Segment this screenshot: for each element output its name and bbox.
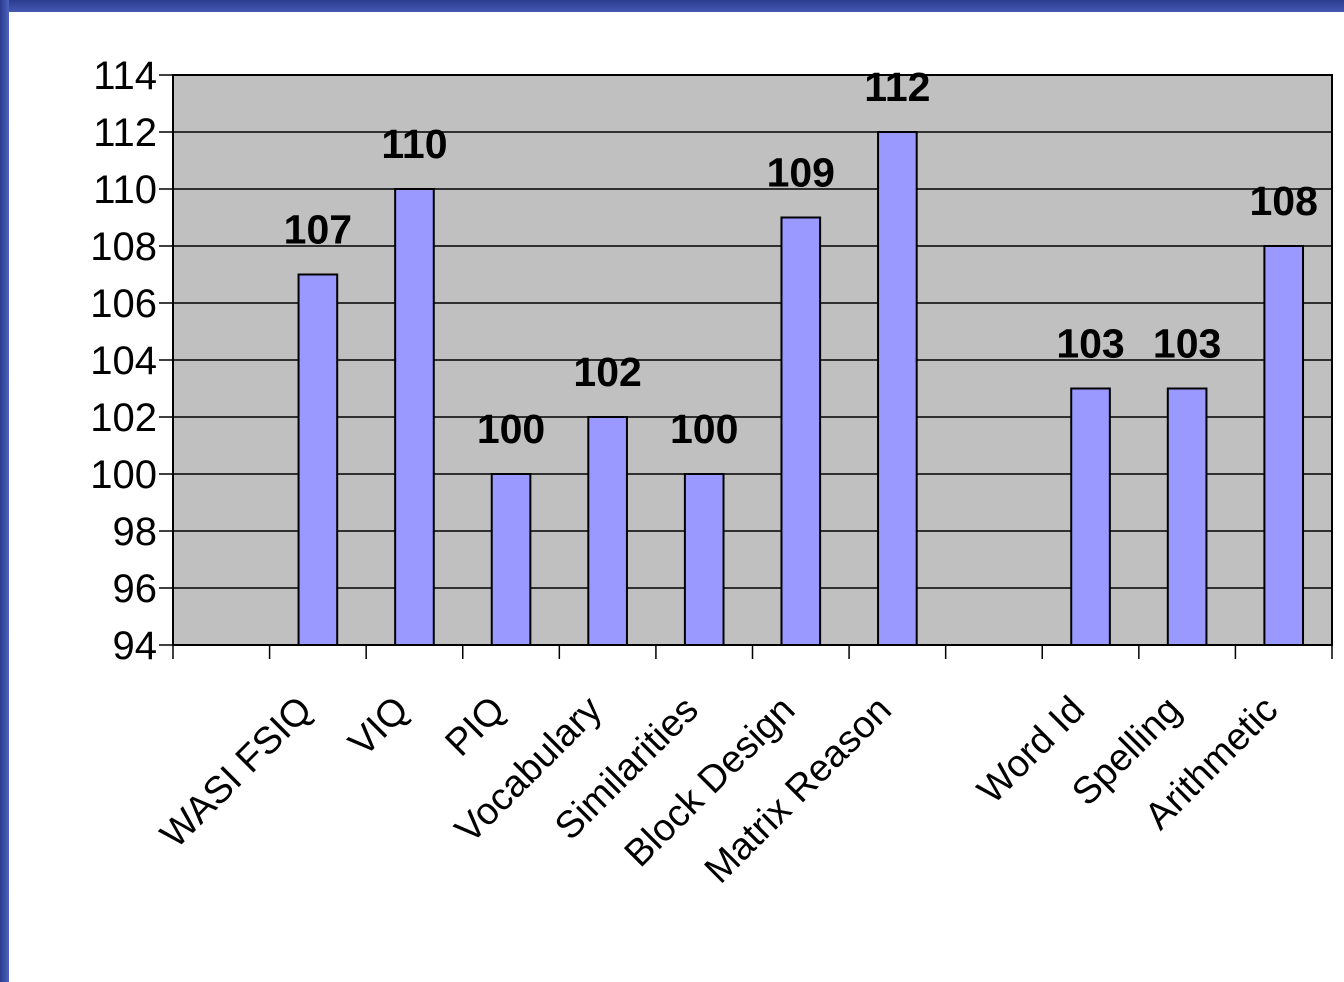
y-tick-label: 114: [93, 54, 157, 98]
category-label: Block Design: [617, 689, 804, 876]
category-label: WASI FSIQ: [153, 689, 321, 857]
data-label: 109: [767, 150, 835, 196]
gridlines: [173, 74, 1332, 589]
y-tick-label: 98: [113, 510, 158, 554]
bar: [297, 273, 339, 646]
data-label: 112: [864, 64, 930, 110]
data-label: 107: [284, 207, 352, 253]
y-tick-labels: 94 96 98 100 102 104 106 108 110 112 114: [90, 54, 157, 668]
y-tick-label: 94: [113, 624, 158, 668]
bar: [587, 416, 628, 646]
slide-frame-left: [0, 0, 9, 982]
bar: [780, 216, 822, 646]
bar: [1070, 387, 1111, 646]
category-label: PIQ: [438, 689, 514, 765]
y-tick-label: 110: [93, 168, 157, 212]
y-tick-label: 100: [90, 453, 157, 497]
data-label: 108: [1249, 178, 1317, 224]
bar: [1263, 245, 1305, 646]
bar: [394, 188, 435, 646]
slide-frame-top: [0, 0, 1344, 12]
data-label: 100: [670, 406, 738, 452]
y-tick-label: 106: [90, 282, 157, 326]
data-label: 110: [381, 121, 447, 167]
bar: [877, 131, 918, 646]
bar: [1166, 387, 1208, 646]
data-label: 103: [1056, 321, 1124, 367]
bars: [297, 131, 1305, 646]
bar: [490, 473, 532, 646]
category-labels: WASI FSIQ VIQ PIQVocabularySimilaritiesBlo…: [153, 689, 1286, 892]
y-tick-label: 96: [113, 567, 158, 611]
y-tick-label: 112: [93, 111, 157, 155]
category-label: VIQ: [341, 689, 417, 765]
axes: [159, 74, 1333, 659]
data-label: 100: [477, 406, 545, 452]
y-tick-label: 108: [90, 225, 157, 269]
data-label: 103: [1153, 321, 1221, 367]
bar: [683, 473, 725, 646]
data-label: 102: [573, 349, 641, 395]
y-tick-label: 104: [90, 339, 157, 383]
y-tick-label: 102: [90, 396, 157, 440]
data-labels: 107 110 100 102 100 109 112 103 103 108: [284, 64, 1318, 452]
